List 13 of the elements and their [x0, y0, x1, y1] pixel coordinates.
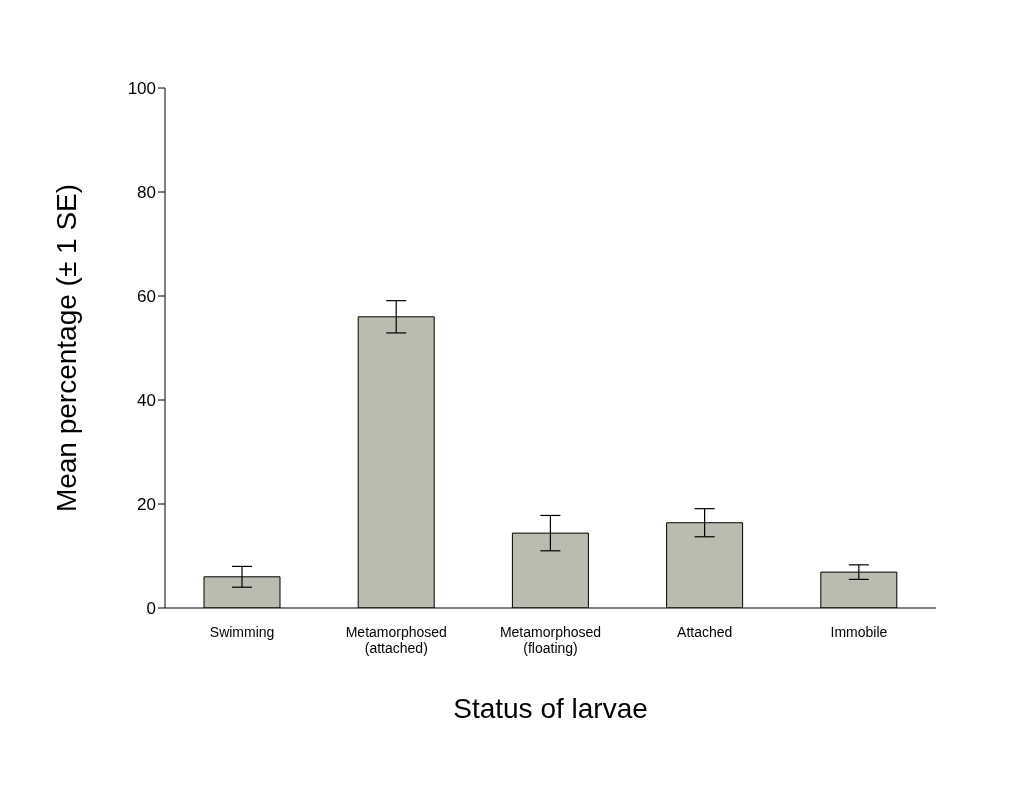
- y-tick-label: 80: [137, 183, 156, 203]
- y-tick-label: 60: [137, 287, 156, 307]
- x-tick-label: Swimming: [209, 623, 275, 640]
- x-axis-title: Status of larvae: [453, 693, 648, 724]
- x-tick-label: Attached: [677, 623, 733, 640]
- y-axis-title: Mean percentage (± 1 SE): [50, 183, 82, 513]
- x-tick-label: Immobile: [830, 623, 888, 640]
- y-tick-label: 20: [137, 495, 156, 515]
- y-tick-label: 100: [127, 79, 156, 99]
- x-tick-label: Metamorphosed (floating): [499, 623, 602, 656]
- y-tick-label: 0: [146, 599, 156, 619]
- x-tick-label: Metamorphosed (attached): [345, 623, 447, 656]
- y-tick-label: 40: [137, 391, 156, 411]
